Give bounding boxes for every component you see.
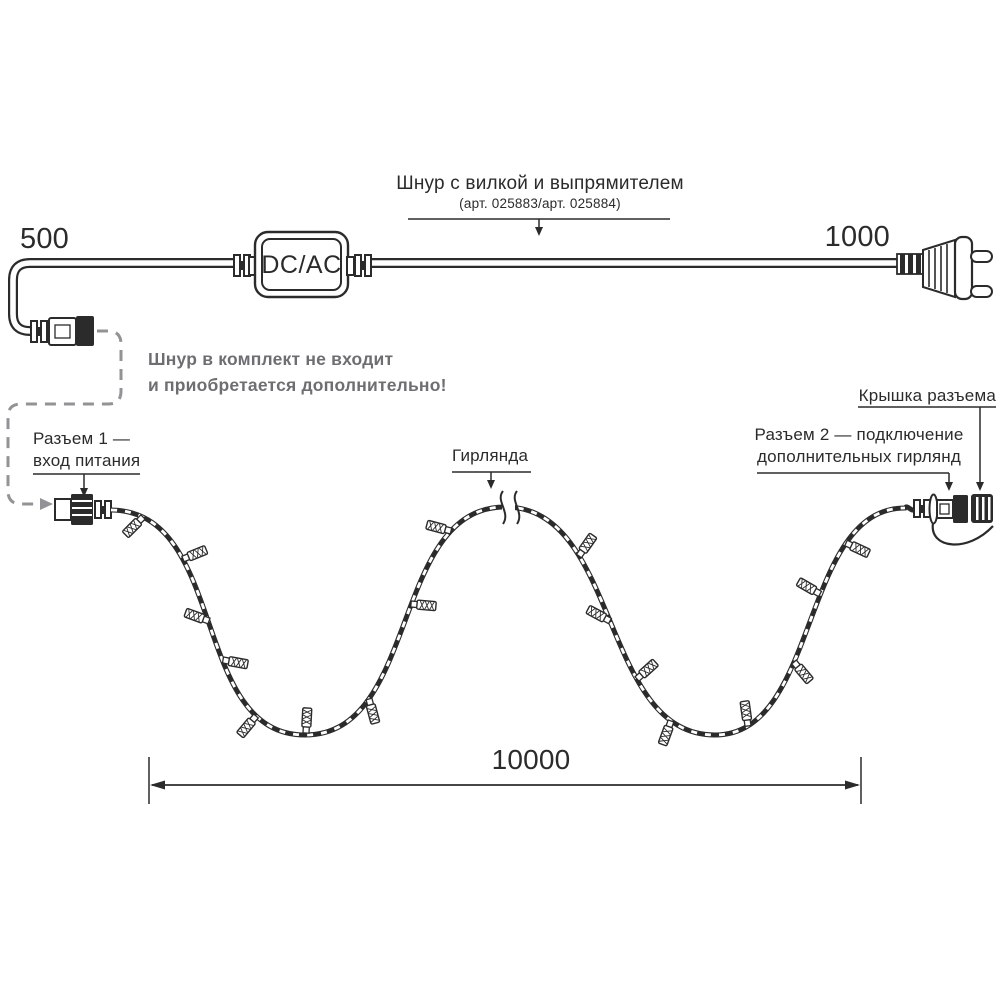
garland-wire [110,504,917,738]
dcac-converter-box [233,230,372,299]
connector2-extension [913,493,994,546]
dim-cord-right: 1000 [824,221,890,253]
bulb-icon [424,519,453,537]
connector2-label: Разъем 2 — подключение дополнительных ги… [752,424,966,468]
note-line-1: Шнур в комплект не входит [148,349,394,369]
bulb-icon [739,699,754,728]
not-included-dashed-path [6,329,123,510]
dim-arrow-left [150,780,165,790]
connector1-label-line2: вход питания [33,451,141,470]
cord-end-connector [30,316,94,346]
cord-label-leader [408,218,670,236]
cap-label: Крышка разъема [858,386,996,405]
connector1-label-line1: Разъем 1 — [33,429,131,448]
connector-cap [971,494,993,523]
bulb-icon [180,544,209,564]
cap-strap [931,522,994,546]
bulb-icon [121,513,147,539]
cord-left-segment [8,258,234,336]
garland-label-leader [452,471,531,489]
bulb-icon [795,576,823,599]
not-included-note: Шнур в комплект не входит и приобретаетс… [148,346,447,398]
bulb-icon [300,707,313,734]
mains-plug [896,235,993,301]
dim-arrow-right [845,780,860,790]
bulb-icon [789,658,815,685]
garland-bulbs [121,513,872,747]
dimension-10000 [148,757,862,804]
cap-label-leader [858,406,996,491]
connector2-label-line2: дополнительных гирлянд [757,447,961,466]
bulb-icon [843,538,872,559]
dashed-arrowhead [40,498,53,510]
plug-prong [970,250,993,263]
connector-black-tip [76,316,94,346]
dim-garland-length: 10000 [491,744,571,775]
dcac-label: DC/AC [261,251,342,279]
note-line-2: и приобретается дополнительно! [148,375,447,395]
bulb-icon [409,598,437,612]
bulb-icon [633,658,660,684]
leader-lines [33,218,996,497]
cord-label-title: Шнур с вилкой и выпрямителем [396,173,684,194]
bulb-icon [363,697,381,726]
plug-prong [970,285,993,298]
wire-break-mark [499,490,521,525]
bulb-icon [574,532,598,560]
connector2-label-leader [757,472,953,491]
bulb-icon [657,718,676,747]
connector1-label-leader [33,473,140,497]
connector1-label: Разъем 1 — вход питания [33,428,140,472]
bulb-icon [235,712,261,739]
connector2-label-line1: Разъем 2 — подключение [754,425,964,444]
power-cord-assembly [8,230,993,346]
connector1-power-input [54,494,112,525]
garland-assembly [54,490,994,747]
cord-label-article: (арт. 025883/арт. 025884) [459,196,621,211]
garland-label: Гирлянда [452,446,529,465]
dim-cord-left: 500 [20,223,69,255]
